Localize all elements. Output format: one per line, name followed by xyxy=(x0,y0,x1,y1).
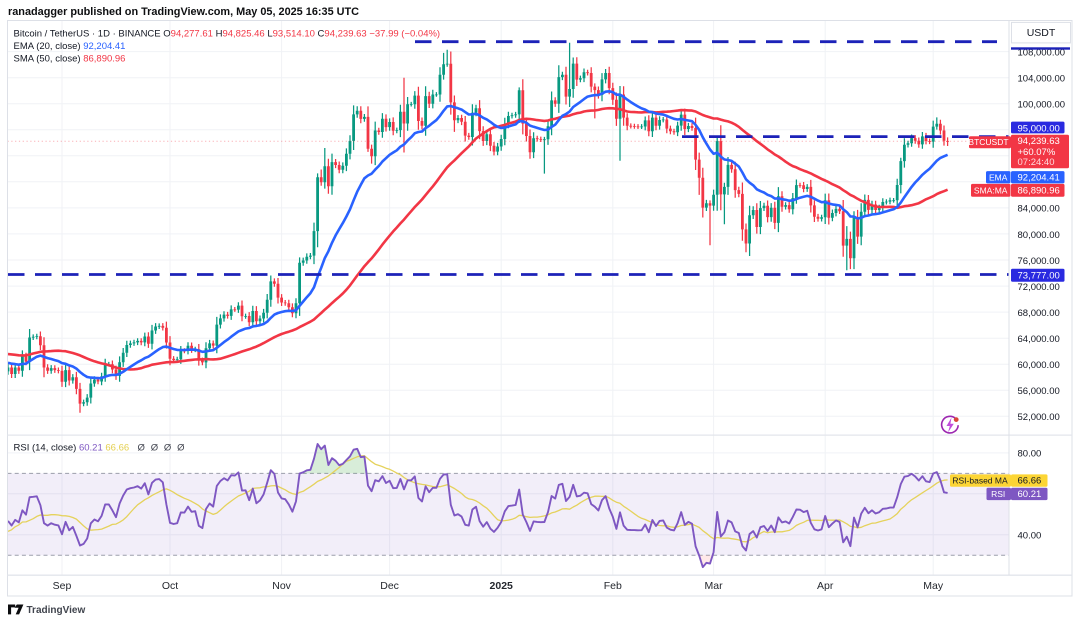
svg-text:Feb: Feb xyxy=(604,580,622,592)
svg-text:USDT: USDT xyxy=(1027,27,1056,39)
svg-text:Apr: Apr xyxy=(817,580,834,592)
svg-text:108,000.00: 108,000.00 xyxy=(1018,47,1066,58)
svg-text:Sep: Sep xyxy=(53,580,72,592)
svg-text:86,890.96: 86,890.96 xyxy=(1018,185,1060,196)
svg-text:100,000.00: 100,000.00 xyxy=(1018,100,1066,111)
svg-text:BTCUSDT: BTCUSDT xyxy=(968,137,1008,147)
svg-text:Ø: Ø xyxy=(151,442,159,453)
svg-text:40.00: 40.00 xyxy=(1018,531,1042,542)
svg-text:64,000.00: 64,000.00 xyxy=(1018,334,1060,345)
svg-text:SMA (50, close) 86,890.96: SMA (50, close) 86,890.96 xyxy=(14,53,126,64)
svg-text:80.00: 80.00 xyxy=(1018,449,1042,460)
svg-text:Dec: Dec xyxy=(380,580,399,592)
svg-text:72,000.00: 72,000.00 xyxy=(1018,282,1060,293)
svg-text:07:24:40: 07:24:40 xyxy=(1018,157,1055,168)
svg-text:56,000.00: 56,000.00 xyxy=(1018,386,1060,397)
svg-text:Ø: Ø xyxy=(164,442,172,453)
svg-text:ranadagger published on Tradin: ranadagger published on TradingView.com,… xyxy=(8,6,359,18)
svg-text:Ø: Ø xyxy=(177,442,185,453)
svg-text:95,000.00: 95,000.00 xyxy=(1018,123,1060,134)
svg-text:EMA (20, close) 92,204.41: EMA (20, close) 92,204.41 xyxy=(14,41,126,52)
svg-text:Ø: Ø xyxy=(138,442,146,453)
svg-text:EMA: EMA xyxy=(989,172,1008,182)
svg-text:73,777.00: 73,777.00 xyxy=(1018,271,1060,282)
svg-text:68,000.00: 68,000.00 xyxy=(1018,308,1060,319)
svg-text:SMA:MA: SMA:MA xyxy=(974,185,1008,195)
svg-text:84,000.00: 84,000.00 xyxy=(1018,204,1060,215)
svg-text:RSI: RSI xyxy=(991,489,1005,499)
svg-text:80,000.00: 80,000.00 xyxy=(1018,230,1060,241)
svg-text:May: May xyxy=(923,580,944,592)
svg-text:92,204.41: 92,204.41 xyxy=(1018,172,1060,183)
svg-text:TradingView: TradingView xyxy=(27,605,86,616)
svg-text:RSI (14, close) 60.21 66.66: RSI (14, close) 60.21 66.66 xyxy=(14,442,130,453)
svg-text:76,000.00: 76,000.00 xyxy=(1018,256,1060,267)
svg-text:60.21: 60.21 xyxy=(1018,489,1042,500)
svg-text:+60.07%: +60.07% xyxy=(1018,147,1056,158)
svg-text:Oct: Oct xyxy=(162,580,178,592)
svg-text:104,000.00: 104,000.00 xyxy=(1018,74,1066,85)
svg-text:66.66: 66.66 xyxy=(1018,476,1042,487)
svg-text:94,239.63: 94,239.63 xyxy=(1018,136,1060,147)
svg-text:60,000.00: 60,000.00 xyxy=(1018,360,1060,371)
svg-text:RSI-based MA: RSI-based MA xyxy=(952,476,1008,486)
svg-text:52,000.00: 52,000.00 xyxy=(1018,412,1060,423)
svg-text:Nov: Nov xyxy=(272,580,291,592)
svg-text:2025: 2025 xyxy=(490,580,514,592)
svg-text:Mar: Mar xyxy=(705,580,724,592)
svg-text:Bitcoin / TetherUS · 1D · BINA: Bitcoin / TetherUS · 1D · BINANCE O94,27… xyxy=(14,29,441,40)
